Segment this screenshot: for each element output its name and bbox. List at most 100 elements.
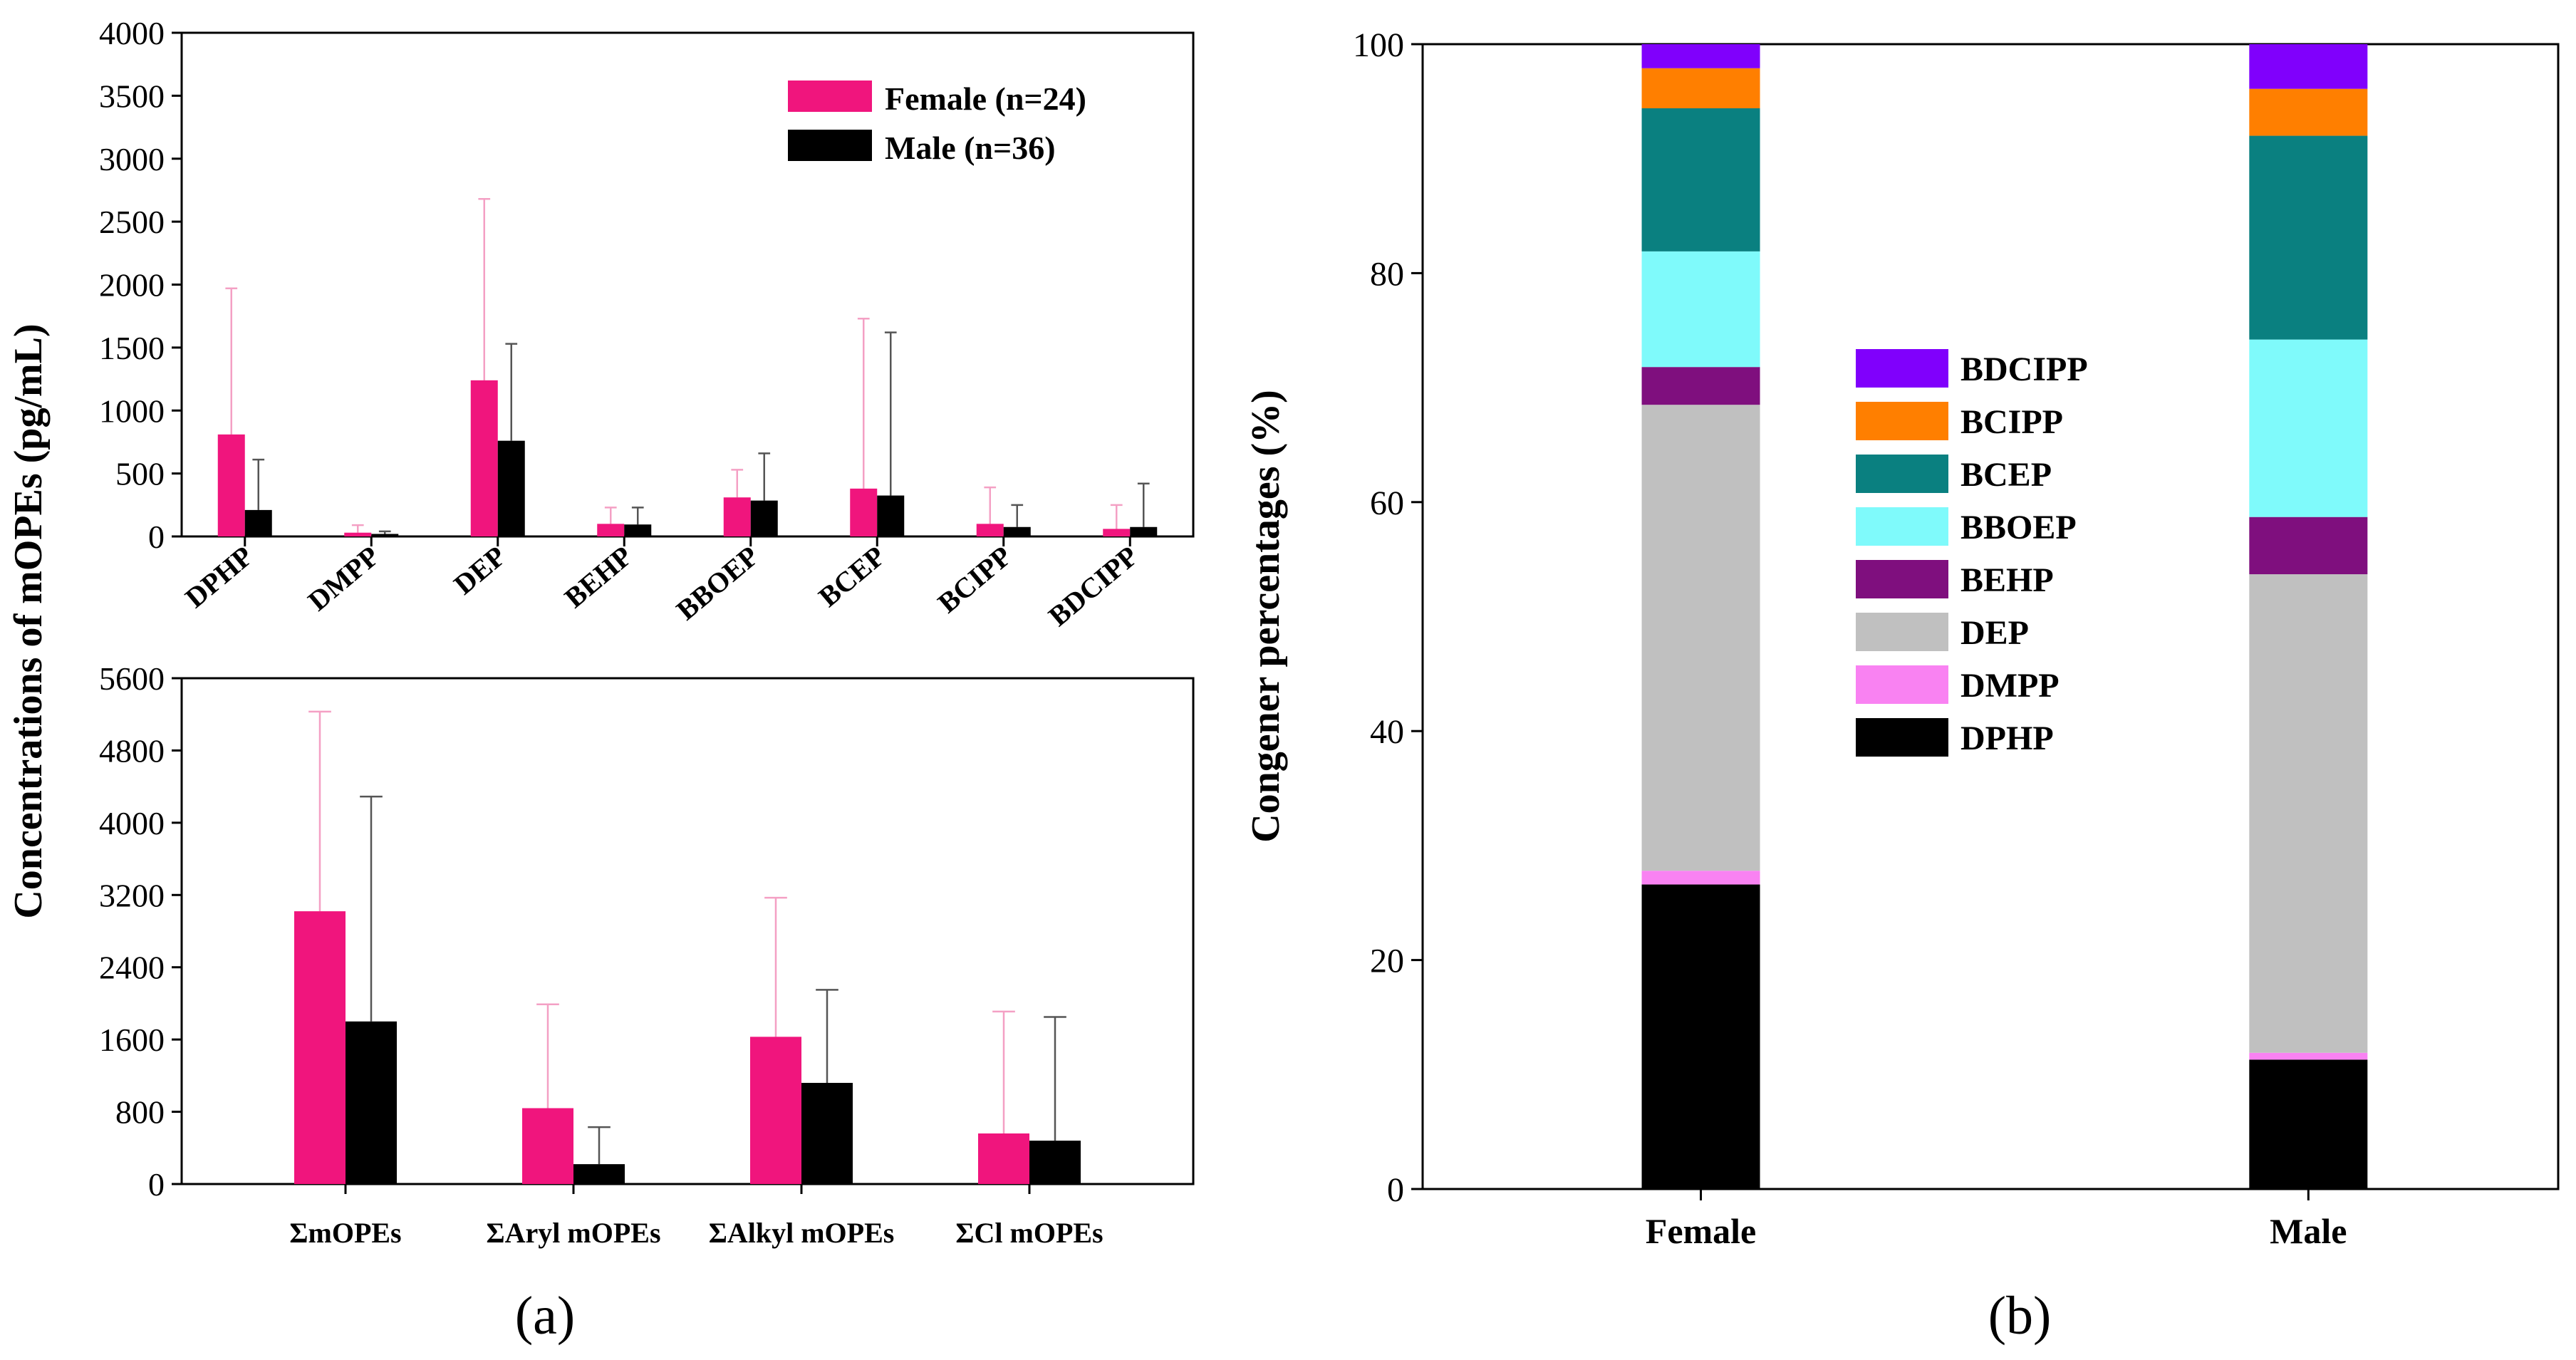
- legend-swatch-BEHP: [1856, 560, 1948, 598]
- segment-BEHP: [2249, 517, 2368, 575]
- x-tick-label: DMPP: [302, 539, 385, 617]
- y-tick-label: 0: [148, 519, 165, 555]
- legend-label-BCEP: BCEP: [1960, 456, 2052, 494]
- x-tick-label: DPHP: [179, 539, 259, 613]
- y-tick-label: 0: [1387, 1171, 1404, 1209]
- y-tick-label: 500: [115, 456, 165, 492]
- legend-swatch-DPHP: [1856, 718, 1948, 757]
- legend-swatch-BCIPP: [1856, 402, 1948, 440]
- y-tick-label: 4800: [99, 732, 165, 769]
- axes: 0 20 40 60 80 100 Female Male: [1353, 26, 2347, 1251]
- axes: 0 800 1600 2400 3200 4000 4800 5600 ΣmOPEs ΣAryl …: [99, 660, 1103, 1249]
- segment-DMPP: [2249, 1052, 2368, 1060]
- x-tick-label: ΣmOPEs: [289, 1217, 401, 1249]
- y-tick-label: 3000: [99, 141, 165, 177]
- segment-DPHP: [2249, 1059, 2368, 1189]
- bar-female: [976, 524, 1004, 536]
- y-tick-label: 5600: [99, 660, 165, 697]
- x-tick-label: ΣAryl mOPEs: [486, 1217, 660, 1249]
- bar-female: [597, 524, 625, 536]
- y-tick-label: 1000: [99, 393, 165, 429]
- legend-swatch-BCEP: [1856, 455, 1948, 493]
- segment-DPHP: [1641, 884, 1760, 1189]
- y-tick-label: 100: [1353, 26, 1404, 64]
- y-tick-label: 3200: [99, 877, 165, 913]
- segment-BEHP: [1641, 367, 1760, 405]
- y-tick-label: 2400: [99, 950, 165, 986]
- bar-male: [371, 534, 399, 536]
- segment-BCIPP: [2249, 88, 2368, 136]
- bar-male: [573, 1164, 625, 1184]
- bar-female: [522, 1108, 573, 1184]
- y-tick-label: 2000: [99, 267, 165, 303]
- series-marks: [294, 710, 1081, 1184]
- panel-b-y-axis-label: Congener percentages (%): [1244, 390, 1288, 843]
- segment-BDCIPP: [2249, 44, 2368, 89]
- x-tick-label: ΣAlkyl mOPEs: [709, 1217, 895, 1249]
- x-tick-label: DEP: [447, 539, 511, 601]
- legend-label-male: Male (n=36): [885, 130, 1056, 166]
- legend-label-DPHP: DPHP: [1960, 720, 2054, 757]
- bar-male: [244, 509, 272, 536]
- panel-a-top-chart: 0 500 1000 1500 2000 2500 3000 3500 4000 DPHP DMPP…: [99, 15, 1195, 633]
- legend-swatch-female: [788, 81, 872, 112]
- bar-female: [470, 380, 498, 536]
- x-tick-label: ΣCl mOPEs: [955, 1217, 1103, 1249]
- segment-BBOEP: [2249, 339, 2368, 517]
- legend-label-BDCIPP: BDCIPP: [1960, 351, 2088, 388]
- series-marks: [217, 198, 1158, 536]
- y-tick-label: 4000: [99, 805, 165, 841]
- y-tick-label: 800: [115, 1094, 165, 1131]
- legend-label-DEP: DEP: [1960, 614, 2029, 652]
- bar-male: [497, 440, 525, 536]
- y-tick-label: 1500: [99, 330, 165, 366]
- bar-female: [294, 911, 346, 1184]
- legend-label-DMPP: DMPP: [1960, 667, 2060, 705]
- stacked-bars: [1641, 44, 2368, 1189]
- legend-label-BCIPP: BCIPP: [1960, 403, 2063, 441]
- y-tick-label: 0: [148, 1166, 165, 1203]
- bar-male: [750, 500, 778, 536]
- bar-female: [217, 434, 245, 536]
- segment-BDCIPP: [1641, 44, 1760, 68]
- y-tick-label: 40: [1370, 713, 1404, 751]
- bar-male: [624, 524, 652, 536]
- y-tick-label: 4000: [99, 15, 165, 51]
- plot-frame: [1421, 43, 2560, 1190]
- panel-a-label: (a): [515, 1286, 575, 1346]
- legend-label-female: Female (n=24): [885, 81, 1086, 117]
- x-tick-label: BCEP: [812, 539, 891, 613]
- bar-female: [978, 1133, 1029, 1184]
- bar-female: [850, 488, 878, 536]
- x-tick-label: Male: [2270, 1211, 2347, 1251]
- x-tick-label: BEHP: [559, 539, 638, 613]
- bar-male: [877, 495, 905, 536]
- y-tick-label: 20: [1370, 943, 1404, 980]
- segment-DEP: [1641, 405, 1760, 871]
- panel-b-label: (b): [1988, 1286, 2052, 1346]
- bar-female: [1103, 529, 1131, 536]
- bar-female: [723, 497, 751, 536]
- legend-swatch-DEP: [1856, 613, 1948, 651]
- panel-a-bottom-chart: 0 800 1600 2400 3200 4000 4800 5600 ΣmOPEs ΣAryl …: [99, 660, 1195, 1249]
- bar-male: [1003, 526, 1031, 536]
- x-tick-label: BBOEP: [670, 539, 765, 626]
- x-tick-label: BCIPP: [932, 539, 1018, 619]
- segment-DMPP: [1641, 871, 1760, 885]
- segment-BCIPP: [1641, 68, 1760, 108]
- bar-male: [1130, 526, 1158, 536]
- y-tick-label: 2500: [99, 204, 165, 240]
- y-tick-label: 80: [1370, 255, 1404, 293]
- legend: BDCIPP BCIPP BCEP BBOEP BEHP DEP DMPP DPHP: [1856, 349, 2088, 757]
- y-tick-label: 3500: [99, 78, 165, 114]
- legend-label-BBOEP: BBOEP: [1960, 509, 2077, 546]
- legend-swatch-male: [788, 130, 872, 161]
- segment-BCEP: [1641, 108, 1760, 251]
- panel-b-stacked-chart: Congener percentages (%) 0 20 40 60 80 100 Fem…: [1244, 26, 2560, 1251]
- x-tick-label: BDCIPP: [1042, 539, 1144, 632]
- x-tick-label: Female: [1646, 1211, 1756, 1251]
- segment-DEP: [2249, 574, 2368, 1053]
- legend-swatch-BBOEP: [1856, 507, 1948, 546]
- segment-BCEP: [2249, 135, 2368, 340]
- bar-male: [801, 1083, 853, 1184]
